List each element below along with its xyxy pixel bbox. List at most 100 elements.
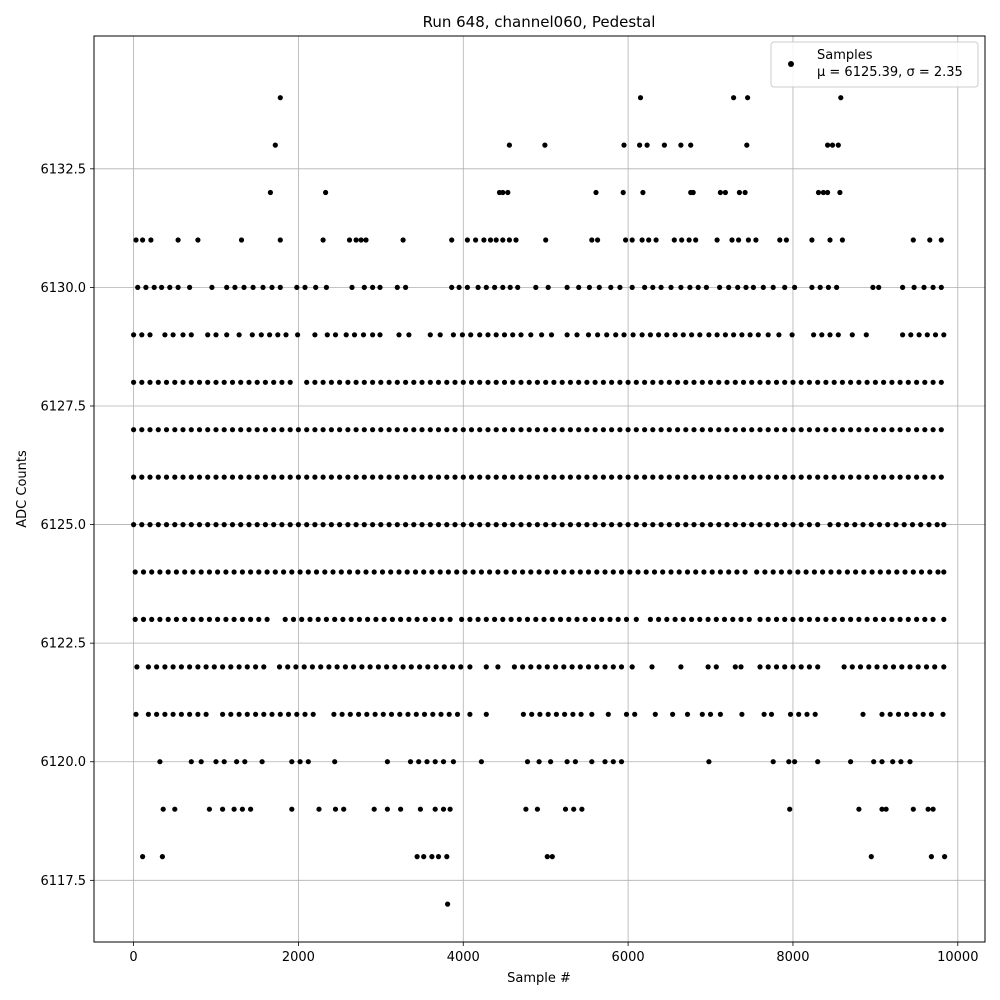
scatter-point bbox=[253, 711, 259, 717]
scatter-point bbox=[394, 522, 400, 528]
scatter-point bbox=[367, 664, 373, 670]
scatter-point bbox=[617, 474, 623, 480]
scatter-point bbox=[739, 332, 745, 338]
scatter-point bbox=[468, 332, 474, 338]
scatter-point bbox=[561, 664, 567, 670]
scatter-point bbox=[220, 806, 226, 812]
scatter-point bbox=[221, 379, 227, 385]
scatter-point bbox=[782, 616, 788, 623]
scatter-point bbox=[872, 616, 879, 623]
scatter-point bbox=[643, 569, 649, 575]
scatter-point bbox=[765, 427, 771, 433]
scatter-point bbox=[511, 569, 517, 575]
scatter-point bbox=[782, 522, 788, 528]
scatter-point bbox=[346, 237, 353, 243]
scatter-point bbox=[559, 522, 565, 528]
y-tick-label: 6122.5 bbox=[41, 637, 87, 652]
scatter-point bbox=[468, 427, 475, 433]
scatter-point bbox=[889, 427, 895, 433]
scatter-point bbox=[938, 379, 944, 385]
scatter-point bbox=[559, 427, 565, 433]
scatter-point bbox=[444, 427, 450, 433]
scatter-point bbox=[188, 759, 194, 765]
scatter-point bbox=[607, 616, 613, 623]
scatter-point bbox=[632, 711, 638, 717]
scatter-point bbox=[633, 379, 639, 385]
scatter-point bbox=[506, 237, 512, 243]
scatter-point bbox=[165, 569, 171, 575]
scatter-point bbox=[905, 616, 911, 623]
scatter-point bbox=[487, 237, 494, 243]
scatter-point bbox=[699, 522, 705, 528]
scatter-point bbox=[213, 759, 219, 765]
scatter-point bbox=[523, 806, 529, 812]
scatter-point bbox=[221, 474, 227, 480]
scatter-point bbox=[765, 664, 771, 670]
scatter-point bbox=[139, 379, 145, 385]
scatter-point bbox=[313, 569, 320, 575]
scatter-point bbox=[452, 474, 458, 480]
scatter-point bbox=[914, 616, 920, 623]
scatter-point bbox=[548, 759, 554, 765]
scatter-point bbox=[427, 379, 433, 385]
scatter-point bbox=[135, 284, 141, 290]
legend-sublabel: μ = 6125.39, σ = 2.35 bbox=[817, 65, 963, 80]
scatter-point bbox=[244, 664, 250, 670]
scatter-point bbox=[260, 284, 266, 290]
scatter-point bbox=[438, 711, 444, 717]
scatter-point bbox=[287, 379, 293, 385]
scatter-point bbox=[228, 664, 234, 670]
scatter-point bbox=[714, 332, 720, 338]
scatter-point bbox=[180, 332, 186, 338]
scatter-point bbox=[629, 284, 635, 290]
scatter-point bbox=[740, 474, 747, 480]
scatter-point bbox=[379, 569, 386, 575]
scatter-point bbox=[928, 854, 935, 860]
scatter-point bbox=[722, 332, 729, 338]
scatter-point bbox=[315, 616, 321, 623]
scatter-point bbox=[444, 522, 450, 528]
scatter-point bbox=[501, 474, 508, 480]
scatter-point bbox=[533, 284, 539, 290]
scatter-point bbox=[876, 522, 883, 528]
scatter-point bbox=[594, 569, 600, 575]
scatter-point bbox=[394, 379, 400, 385]
scatter-point bbox=[500, 284, 506, 290]
scatter-point bbox=[542, 142, 548, 148]
scatter-point bbox=[175, 237, 181, 243]
scatter-point bbox=[351, 664, 357, 670]
scatter-point bbox=[726, 569, 732, 575]
scatter-point bbox=[437, 569, 443, 575]
scatter-point bbox=[196, 474, 203, 480]
scatter-point bbox=[182, 569, 188, 575]
scatter-point bbox=[635, 569, 641, 575]
scatter-point bbox=[309, 664, 315, 670]
scatter-point bbox=[732, 474, 738, 480]
scatter-point bbox=[658, 522, 664, 528]
scatter-point bbox=[421, 569, 427, 575]
scatter-point bbox=[206, 616, 212, 623]
scatter-point bbox=[446, 711, 452, 717]
scatter-point bbox=[941, 664, 947, 670]
scatter-point bbox=[347, 711, 353, 717]
scatter-point bbox=[829, 142, 836, 148]
scatter-point bbox=[839, 379, 846, 385]
scatter-point bbox=[440, 759, 447, 765]
scatter-point bbox=[564, 284, 570, 290]
scatter-point bbox=[918, 522, 924, 528]
scatter-point bbox=[566, 616, 572, 623]
scatter-point bbox=[232, 284, 238, 290]
scatter-point bbox=[740, 379, 747, 385]
scatter-point bbox=[916, 332, 922, 338]
scatter-point bbox=[485, 474, 491, 480]
scatter-point bbox=[338, 569, 344, 575]
scatter-point bbox=[262, 379, 268, 385]
scatter-point bbox=[872, 379, 879, 385]
scatter-point bbox=[834, 284, 840, 290]
scatter-point bbox=[485, 522, 491, 528]
scatter-point bbox=[213, 427, 219, 433]
scatter-point bbox=[223, 616, 229, 623]
scatter-point bbox=[467, 711, 473, 717]
scatter-point bbox=[610, 664, 616, 670]
